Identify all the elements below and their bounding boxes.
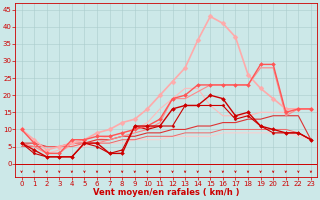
X-axis label: Vent moyen/en rafales ( km/h ): Vent moyen/en rafales ( km/h ) [93, 188, 239, 197]
